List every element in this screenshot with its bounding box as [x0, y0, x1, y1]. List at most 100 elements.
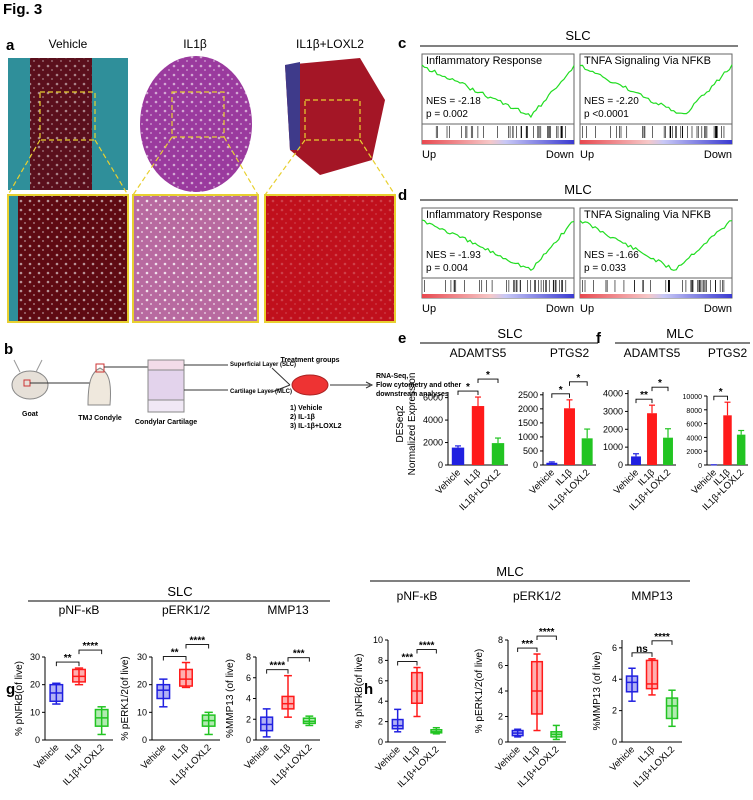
- y-axis-label: %MMP13 (of live): [592, 652, 603, 731]
- box: [156, 683, 171, 700]
- x-tick-label: Vehicle: [528, 467, 557, 496]
- axis-end-label: Down: [546, 303, 574, 315]
- bar: [564, 408, 575, 465]
- chart-title: pERK1/2: [513, 589, 561, 603]
- y-tick-label: 2: [498, 712, 503, 722]
- y-tick-label: 6: [612, 643, 617, 653]
- significance-label: ****: [654, 632, 670, 643]
- bar: [491, 443, 505, 465]
- gsea-title: Inflammatory Response: [426, 55, 542, 67]
- figure-title: Fig. 3: [3, 1, 42, 18]
- enrichment-curve: [421, 219, 575, 271]
- bar: [451, 447, 465, 465]
- y-tick-label: 10: [30, 707, 40, 717]
- significance-bracket: [713, 395, 728, 401]
- y-tick-label: 0: [618, 460, 623, 470]
- y-tick-label: 8: [498, 635, 503, 645]
- axis-end-label: Down: [546, 149, 574, 161]
- layer-label: Superficial Layer (SLC): [230, 362, 296, 368]
- gsea-title: Inflammatory Response: [426, 209, 542, 221]
- panel-label: c: [398, 35, 406, 52]
- group-label: 1) Vehicle: [290, 405, 322, 412]
- y-tick-label: 1000: [603, 442, 623, 452]
- significance-bracket: [287, 657, 310, 662]
- bar: [546, 462, 558, 465]
- bar: [471, 406, 485, 465]
- y-tick-label: 500: [523, 446, 538, 456]
- y-tick-label: 4000: [603, 389, 623, 399]
- y-tick-label: 6: [378, 676, 383, 686]
- significance-bracket: [162, 656, 187, 661]
- rank-gradient: [422, 140, 574, 144]
- chart-title: pNF-κB: [59, 603, 100, 617]
- y-axis-label: % pERK1/2(of live): [474, 649, 485, 733]
- schematic-label: Goat: [22, 411, 39, 418]
- y-tick-label: 6000: [686, 422, 702, 429]
- y-tick-label: 8: [378, 655, 383, 665]
- bar: [647, 413, 657, 465]
- significance-label: **: [64, 653, 72, 664]
- y-tick-label: 2: [378, 717, 383, 727]
- significance-label: **: [640, 390, 648, 401]
- significance-bracket: [78, 649, 103, 655]
- chart-title: PTGS2: [708, 346, 748, 360]
- y-tick-label: 2000: [603, 424, 623, 434]
- x-tick-label: Vehicle: [32, 742, 61, 771]
- y-tick-label: 1000: [518, 432, 538, 442]
- y-tick-label: 10: [137, 707, 147, 717]
- x-tick-label: Vehicle: [434, 467, 463, 496]
- significance-label: ****: [190, 636, 206, 647]
- y-tick-label: 30: [30, 652, 40, 662]
- y-axis-label: %MMP13 (of live): [225, 659, 236, 738]
- chart-title: pERK1/2: [162, 603, 210, 617]
- nes-label: NES = -1.66: [584, 250, 639, 261]
- chart-title: MMP13: [631, 589, 673, 603]
- panel-label: a: [6, 37, 15, 54]
- histology-images: [7, 56, 396, 323]
- significance-label: *: [486, 370, 490, 381]
- group-label: 3) IL-1β+LOXL2: [290, 423, 342, 430]
- significance-bracket: [651, 640, 673, 645]
- schematic: [11, 359, 374, 413]
- y-tick-label: 20: [30, 680, 40, 690]
- rank-gradient: [580, 294, 732, 298]
- axis-end-label: Down: [704, 149, 732, 161]
- significance-bracket: [551, 393, 570, 398]
- significance-label: ***: [521, 639, 533, 650]
- chart-title: MMP13: [267, 603, 309, 617]
- axis-end-label: Up: [422, 303, 436, 315]
- significance-bracket: [651, 386, 669, 392]
- x-tick-label: IL1β+LOXL2: [61, 742, 107, 788]
- significance-bracket: [517, 647, 538, 653]
- treatment-title: Treatment groups: [280, 357, 339, 364]
- axis-end-label: Up: [580, 149, 594, 161]
- bar: [723, 415, 732, 465]
- layer-label: Cartilage Layer (MLC): [230, 389, 292, 395]
- rank-gradient: [580, 140, 732, 144]
- rank-gradient: [422, 294, 574, 298]
- schematic-label: Condylar Cartilage: [135, 419, 197, 426]
- x-tick-label: Vehicle: [608, 744, 637, 773]
- y-tick-label: 4: [612, 674, 617, 684]
- panel-label: d: [398, 187, 407, 204]
- significance-bracket: [477, 378, 499, 384]
- axis-end-label: Up: [422, 149, 436, 161]
- y-tick-label: 4000: [686, 435, 702, 442]
- box: [281, 695, 295, 710]
- box: [530, 660, 544, 715]
- y-tick-label: 30: [137, 652, 147, 662]
- analysis-label: RNA-Seq,: [376, 373, 408, 380]
- panel-title: MLC: [666, 326, 693, 341]
- nes-label: NES = -2.20: [584, 96, 639, 107]
- panel-title: MLC: [564, 182, 591, 197]
- y-tick-label: 2500: [518, 390, 538, 400]
- p-label: p = 0.002: [426, 109, 468, 120]
- significance-label: ****: [270, 661, 286, 672]
- box: [665, 697, 679, 720]
- panel-title: SLC: [167, 584, 192, 599]
- y-tick-label: 3000: [603, 406, 623, 416]
- box: [391, 718, 404, 730]
- enrichment-curve: [579, 220, 733, 271]
- panel-title: SLC: [565, 28, 590, 43]
